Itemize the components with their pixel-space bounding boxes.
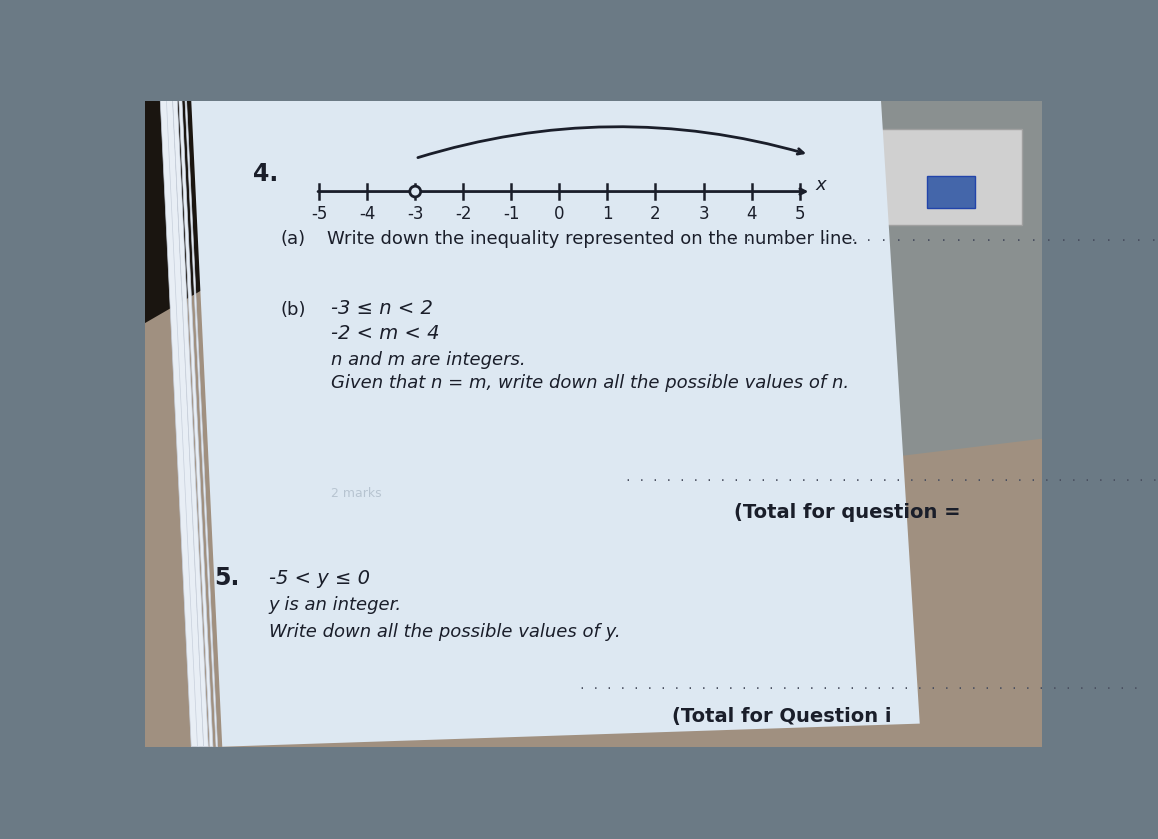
Text: y is an integer.: y is an integer. (269, 596, 402, 614)
Text: -3: -3 (406, 206, 424, 223)
Polygon shape (167, 101, 204, 747)
Text: 2 marks: 2 marks (331, 487, 381, 500)
Text: n and m are integers.: n and m are integers. (331, 351, 526, 369)
Polygon shape (648, 101, 1042, 477)
Text: 2: 2 (650, 206, 661, 223)
Text: 5.: 5. (214, 566, 240, 590)
Text: 5: 5 (794, 206, 805, 223)
Polygon shape (145, 101, 237, 323)
Text: (Total for Question i: (Total for Question i (672, 707, 892, 727)
Text: 3: 3 (698, 206, 709, 223)
FancyBboxPatch shape (926, 176, 975, 208)
Text: 4: 4 (746, 206, 757, 223)
Text: 1: 1 (602, 206, 613, 223)
Polygon shape (185, 101, 218, 747)
FancyBboxPatch shape (879, 129, 1023, 225)
Text: -5: -5 (312, 206, 328, 223)
Text: -1: -1 (503, 206, 520, 223)
Text: . . . . . . . . . . . . . . . . . . . . . . . . . . . . . . . . . . . . . . . . : . . . . . . . . . . . . . . . . . . . . … (625, 473, 1158, 483)
Polygon shape (160, 101, 199, 747)
Text: . . . . . . . . . . . . . . . . . . . . . . . . . . . . .: . . . . . . . . . . . . . . . . . . . . … (730, 232, 1157, 244)
Text: 4.: 4. (254, 162, 279, 185)
Text: (b): (b) (280, 301, 306, 319)
Text: Given that n = m, write down all the possible values of n.: Given that n = m, write down all the pos… (331, 374, 849, 392)
Text: (Total for question =: (Total for question = (734, 503, 960, 522)
Text: (a): (a) (280, 230, 306, 248)
Text: -5 < y ≤ 0: -5 < y ≤ 0 (269, 569, 369, 587)
Text: -4: -4 (359, 206, 375, 223)
Text: . . . . . . . . . . . . . . . . . . . . . . . . . . . . . . . . . . . . . . . . : . . . . . . . . . . . . . . . . . . . . … (579, 681, 1139, 690)
Text: Write down the inequality represented on the number line.: Write down the inequality represented on… (327, 230, 858, 248)
Polygon shape (173, 101, 208, 747)
FancyBboxPatch shape (145, 101, 1042, 747)
Text: -2: -2 (455, 206, 471, 223)
Text: $x$: $x$ (815, 176, 828, 195)
Text: Write down all the possible values of y.: Write down all the possible values of y. (269, 623, 621, 641)
Polygon shape (178, 101, 213, 747)
Text: -3 ≤ n < 2: -3 ≤ n < 2 (331, 300, 433, 318)
Polygon shape (191, 101, 919, 747)
Circle shape (410, 186, 420, 197)
Text: -2 < m < 4: -2 < m < 4 (331, 324, 439, 343)
Text: 0: 0 (555, 206, 565, 223)
